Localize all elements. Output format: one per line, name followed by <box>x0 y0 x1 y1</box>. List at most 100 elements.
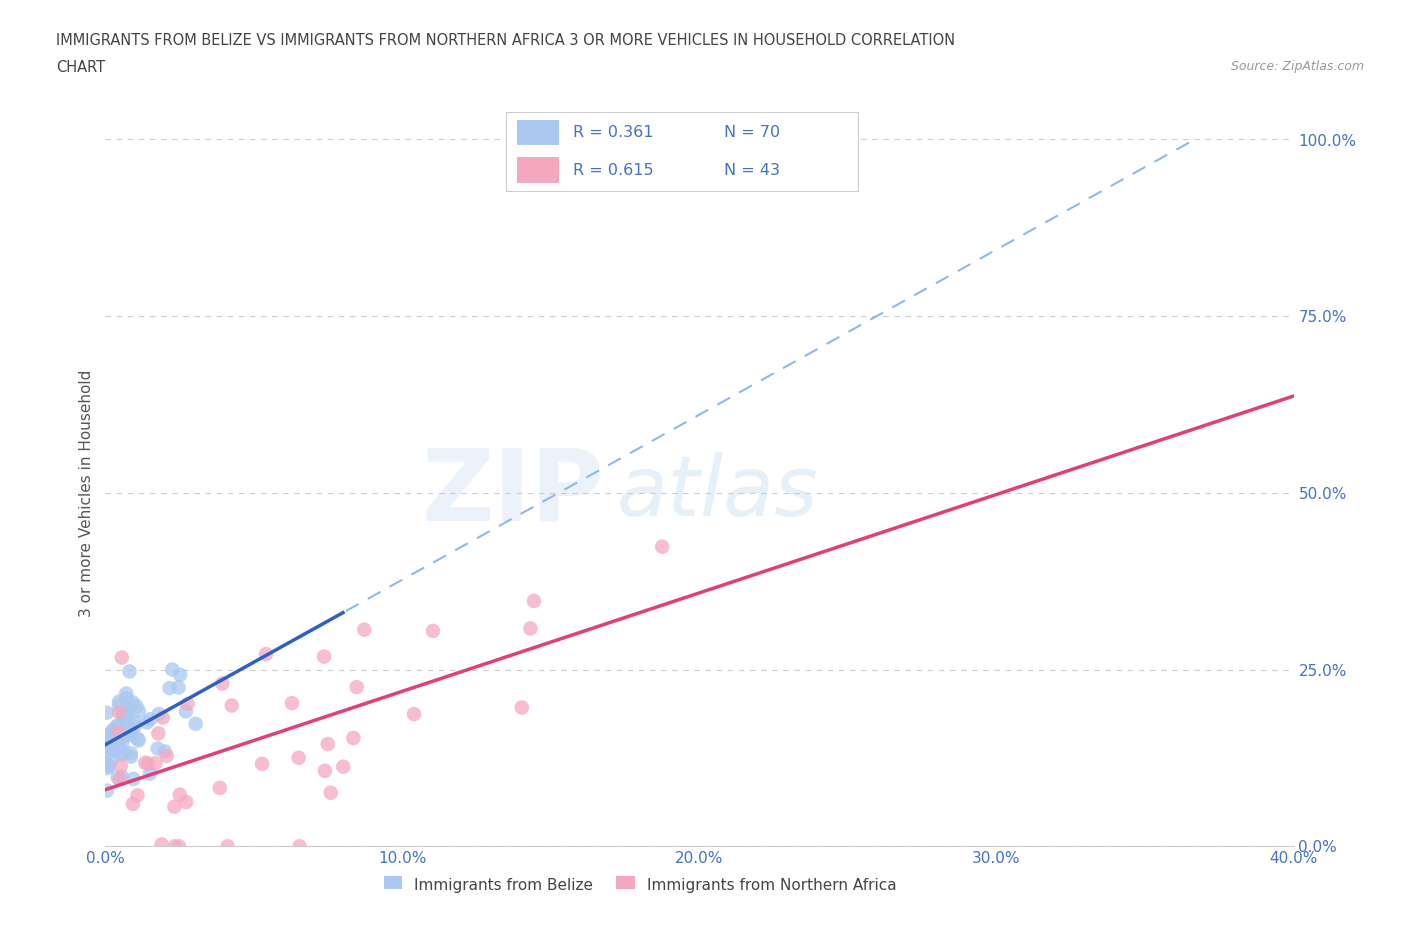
Point <box>174 794 197 809</box>
Point <box>101 733 124 748</box>
Point <box>101 723 124 737</box>
Point <box>160 662 183 677</box>
Point <box>281 696 304 711</box>
Point <box>120 746 142 761</box>
Point <box>176 697 198 711</box>
Point <box>184 716 207 731</box>
Point <box>342 731 364 746</box>
Point <box>174 704 197 719</box>
Point <box>422 623 444 638</box>
Point <box>110 759 132 774</box>
Point <box>111 769 134 784</box>
Point <box>169 668 191 683</box>
Point <box>120 727 142 742</box>
Point <box>108 772 131 787</box>
Point <box>121 695 143 710</box>
Bar <box>517 120 558 145</box>
Point <box>105 719 128 734</box>
Point <box>510 700 533 715</box>
Y-axis label: 3 or more Vehicles in Household: 3 or more Vehicles in Household <box>79 369 94 617</box>
Point <box>523 593 546 608</box>
Point <box>96 783 118 798</box>
Point <box>118 664 141 679</box>
Point <box>94 739 117 754</box>
Text: ZIP: ZIP <box>422 445 605 541</box>
Point <box>519 621 541 636</box>
Point <box>100 742 122 757</box>
Point <box>115 691 138 706</box>
Point <box>208 780 231 795</box>
Point <box>128 704 150 719</box>
Point <box>97 729 120 744</box>
Bar <box>517 157 558 182</box>
Point <box>221 698 243 713</box>
Point <box>94 734 117 749</box>
Point <box>96 740 118 755</box>
Point <box>148 707 170 722</box>
Point <box>150 837 173 852</box>
Point <box>217 839 239 854</box>
Point <box>115 686 138 701</box>
Text: R = 0.361: R = 0.361 <box>574 125 654 140</box>
Point <box>288 839 311 854</box>
Point <box>122 772 145 787</box>
Point <box>107 718 129 733</box>
Point <box>163 839 186 854</box>
Point <box>402 707 425 722</box>
Point <box>97 728 120 743</box>
Text: atlas: atlas <box>616 452 818 534</box>
Point <box>134 755 156 770</box>
Point <box>153 744 176 759</box>
Point <box>108 695 131 710</box>
Point <box>115 710 138 724</box>
Point <box>121 796 143 811</box>
Point <box>139 711 162 726</box>
Point <box>316 737 339 751</box>
Point <box>103 729 125 744</box>
Point <box>108 698 131 713</box>
Point <box>148 726 170 741</box>
Point <box>101 737 124 752</box>
Point <box>94 755 117 770</box>
Point <box>96 705 118 720</box>
Point <box>120 724 142 738</box>
Point <box>112 746 135 761</box>
Point <box>107 735 129 750</box>
Point <box>346 680 368 695</box>
Point <box>353 622 375 637</box>
Point <box>103 744 125 759</box>
Point <box>211 676 233 691</box>
Point <box>332 759 354 774</box>
Point <box>139 766 162 781</box>
Point <box>111 737 134 751</box>
Point <box>156 749 179 764</box>
Point <box>100 735 122 750</box>
Point <box>111 708 134 723</box>
Point <box>115 713 138 728</box>
Text: CHART: CHART <box>56 60 105 75</box>
Point <box>124 719 146 734</box>
Text: N = 70: N = 70 <box>724 125 780 140</box>
Point <box>136 756 159 771</box>
Point <box>125 698 148 713</box>
Legend: Immigrants from Belize, Immigrants from Northern Africa: Immigrants from Belize, Immigrants from … <box>378 871 903 898</box>
Point <box>169 787 191 802</box>
Point <box>163 799 186 814</box>
Point <box>115 727 138 742</box>
Point <box>287 751 309 765</box>
Point <box>115 705 138 720</box>
Point <box>108 737 131 752</box>
Point <box>107 770 129 785</box>
Point <box>152 711 174 725</box>
Point <box>103 734 125 749</box>
Point <box>651 539 673 554</box>
Text: IMMIGRANTS FROM BELIZE VS IMMIGRANTS FROM NORTHERN AFRICA 3 OR MORE VEHICLES IN : IMMIGRANTS FROM BELIZE VS IMMIGRANTS FRO… <box>56 33 955 47</box>
Point <box>254 646 277 661</box>
Text: Source: ZipAtlas.com: Source: ZipAtlas.com <box>1230 60 1364 73</box>
Point <box>110 747 132 762</box>
Point <box>115 706 138 721</box>
Point <box>167 680 190 695</box>
Point <box>111 650 134 665</box>
Point <box>98 738 121 753</box>
Point <box>100 752 122 767</box>
